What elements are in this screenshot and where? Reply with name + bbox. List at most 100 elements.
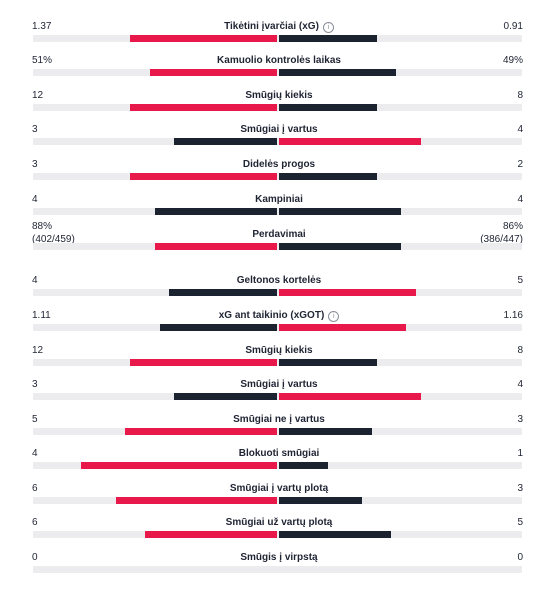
stat-bar-track	[33, 359, 522, 366]
stat-label-text: Perdavimai	[252, 229, 306, 240]
home-value-text: 3	[32, 379, 38, 390]
stat-bar-track	[33, 531, 522, 538]
away-value-text: 0	[517, 552, 523, 563]
away-bar	[278, 462, 328, 469]
stat-label-text: xG ant taikinio (xGOT)	[218, 310, 325, 321]
info-icon[interactable]: i	[322, 22, 334, 33]
stat-label-text: Tikėtini įvarčiai (xG)	[224, 21, 319, 32]
info-icon[interactable]: i	[328, 311, 340, 322]
home-value-text: 4	[32, 194, 38, 205]
away-value-text: 5	[517, 275, 523, 286]
away-bar	[278, 393, 421, 400]
away-value: 4	[517, 378, 523, 391]
home-value: 3	[32, 378, 38, 391]
stat-label-text: Smūgiai į vartų plotą	[229, 483, 329, 494]
away-value: 8	[517, 344, 523, 357]
away-value: 1	[517, 447, 523, 460]
away-bar	[278, 35, 377, 42]
home-value-text: 1.37	[32, 21, 52, 32]
home-value-text: 6	[32, 483, 38, 494]
away-value-text: 4	[517, 124, 523, 135]
away-bar	[278, 289, 416, 296]
away-value: 5	[517, 516, 523, 529]
away-value-text: 8	[517, 345, 523, 356]
home-value-text: 88%	[32, 221, 53, 232]
home-value: 3	[32, 158, 38, 171]
home-value-text: 4	[32, 448, 38, 459]
home-bar	[154, 208, 277, 215]
away-value: 2	[517, 158, 523, 171]
stat-bar-track	[33, 497, 522, 504]
home-bar	[154, 243, 277, 250]
stat-bar-track	[33, 208, 522, 215]
stat-label: Smūgis į virpstą	[0, 551, 558, 564]
away-value: 4	[517, 123, 523, 136]
home-value-text: 12	[32, 345, 44, 356]
stat-label: Didelės progos	[0, 158, 558, 171]
stat-label-text: Kamuolio kontrolės laikas	[217, 55, 341, 66]
stat-label: Kamuolio kontrolės laikas	[0, 54, 558, 67]
stat-label: Tikėtini įvarčiai (xG) i	[0, 20, 558, 33]
stat-bar-track	[33, 35, 522, 42]
home-bar	[149, 69, 277, 76]
stat-bar-track	[33, 138, 522, 145]
stat-label: Smūgių kiekis	[0, 89, 558, 102]
away-value-text: 49%	[502, 55, 523, 66]
away-value-detail: (386/447)	[480, 234, 523, 245]
home-value: 88% (402/459)	[32, 220, 75, 246]
away-bar	[278, 428, 372, 435]
stat-bar-track	[33, 69, 522, 76]
stat-label-text: Smūgių kiekis	[245, 90, 313, 101]
stat-bar-track	[33, 428, 522, 435]
home-value-detail: (402/459)	[32, 234, 75, 245]
away-value: 8	[517, 89, 523, 102]
away-bar	[278, 69, 396, 76]
home-bar	[144, 531, 277, 538]
home-value-text: 0	[32, 552, 38, 563]
home-value: 3	[32, 123, 38, 136]
away-value: 0	[517, 551, 523, 564]
stat-label-text: Blokuoti smūgiai	[238, 448, 320, 459]
stat-label-text: Kampiniai	[255, 194, 303, 205]
away-value-text: 3	[517, 483, 523, 494]
home-value: 1.11	[32, 309, 51, 322]
away-value-text: 1.16	[503, 310, 523, 321]
stat-bar-track	[33, 462, 522, 469]
home-bar	[80, 462, 277, 469]
stat-label-text: Smūgiai į vartus	[240, 379, 318, 390]
stat-label: Kampiniai	[0, 193, 558, 206]
home-value-text: 4	[32, 275, 38, 286]
stat-label: Blokuoti smūgiai	[0, 447, 558, 460]
stat-bar-track	[33, 289, 522, 296]
stat-label: Smūgiai į vartus	[0, 123, 558, 136]
home-value-text: 51%	[32, 55, 53, 66]
home-bar	[159, 324, 277, 331]
stat-label: Smūgių kiekis	[0, 344, 558, 357]
away-bar	[278, 243, 401, 250]
home-value-text: 1.11	[32, 310, 51, 321]
away-bar	[278, 104, 377, 111]
stat-label: Perdavimai	[0, 228, 558, 241]
stat-label-text: Smūgiai už vartų plotą	[225, 517, 333, 528]
home-value-text: 3	[32, 159, 38, 170]
home-bar	[129, 35, 277, 42]
away-bar	[278, 359, 377, 366]
stat-label-text: Didelės progos	[242, 159, 316, 170]
home-bar	[173, 393, 277, 400]
home-value-text: 6	[32, 517, 38, 528]
away-value: 1.16	[504, 309, 523, 322]
home-bar	[115, 497, 277, 504]
stat-bar-track	[33, 393, 522, 400]
away-value-text: 3	[517, 414, 523, 425]
stat-label: Smūgiai ne į vartus	[0, 413, 558, 426]
stat-label: Smūgiai į vartų plotą	[0, 482, 558, 495]
away-value-text: 86%	[502, 221, 523, 232]
home-value: 4	[32, 447, 38, 460]
away-bar	[278, 531, 391, 538]
away-value: 5	[517, 274, 523, 287]
home-value: 5	[32, 413, 38, 426]
home-bar	[129, 359, 277, 366]
away-value-text: 1	[517, 448, 523, 459]
home-value: 1.37	[32, 20, 51, 33]
